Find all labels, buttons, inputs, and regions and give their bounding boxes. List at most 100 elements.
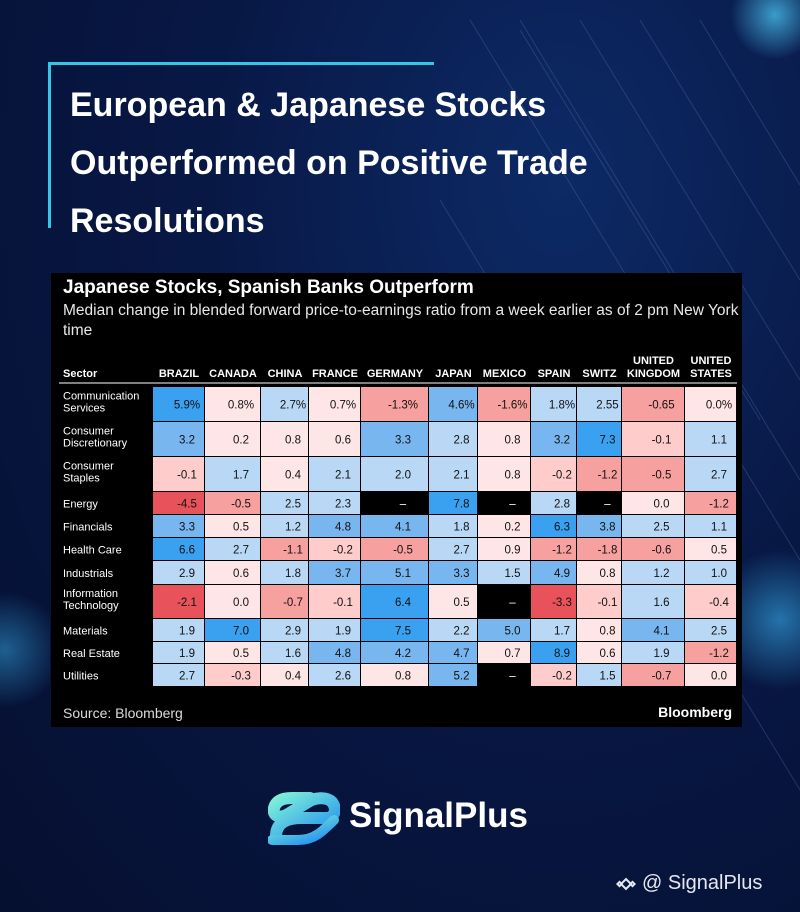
heatmap-cell [429, 561, 477, 584]
row-label: Financials [63, 522, 113, 534]
heatmap-cell [685, 492, 736, 514]
heatmap-cell [205, 585, 260, 618]
heatmap-cell [261, 457, 308, 491]
heatmap-cell [205, 422, 260, 456]
cell-value: – [604, 499, 611, 511]
cell-value: 0.0 [711, 671, 727, 683]
cell-value: 4.1 [395, 522, 411, 534]
decorative-glow-left [0, 580, 50, 720]
heatmap-cell [577, 619, 621, 641]
heatmap-cell [622, 457, 684, 491]
heatmap-cell [531, 492, 576, 514]
heatmap-cell [153, 585, 204, 618]
heatmap-cell [685, 538, 736, 560]
cell-value: 0.5 [233, 522, 249, 534]
cell-value: 0.8 [505, 470, 521, 482]
heatmap-cell [205, 642, 260, 663]
cell-value: – [509, 671, 516, 683]
headline: European & Japanese Stocks Outperformed … [70, 76, 760, 250]
heatmap-cell [531, 664, 576, 686]
cell-value: -0.1 [333, 597, 353, 609]
heatmap-cell [478, 422, 530, 456]
row-label: Consumer [63, 426, 114, 438]
heatmap-cell [622, 515, 684, 537]
cell-value: 0.5 [454, 597, 470, 609]
cell-value: -1.2 [552, 545, 572, 557]
cell-value: 4.2 [395, 648, 411, 660]
heatmap-cell [205, 538, 260, 560]
cell-value: 0.8 [395, 671, 411, 683]
heatmap-cell [309, 561, 360, 584]
cell-value: 0.8 [600, 568, 616, 580]
cell-value: -1.6% [497, 400, 527, 412]
heatmap-cell [153, 538, 204, 560]
cell-value: 1.8% [549, 400, 575, 412]
row-label: Utilities [63, 671, 99, 683]
heatmap-cell [577, 422, 621, 456]
signalplus-logo-text: SignalPlus [349, 796, 528, 835]
heatmap-cell [153, 457, 204, 491]
cell-value: -0.6 [652, 545, 672, 557]
cell-value: -1.2 [598, 470, 618, 482]
cell-value: 2.5 [654, 522, 670, 534]
heatmap-cell [685, 619, 736, 641]
cell-value: 2.8 [454, 435, 470, 447]
heatmap-cell [153, 422, 204, 456]
heatmap-cell [153, 642, 204, 663]
cell-value: -0.2 [552, 671, 572, 683]
heatmap-cell [429, 422, 477, 456]
cell-value: 2.7 [711, 470, 727, 482]
cell-value: 1.8 [285, 568, 301, 580]
row-label: Energy [63, 499, 98, 511]
row-label: Health Care [63, 545, 122, 557]
heatmap-cell [685, 457, 736, 491]
row-label: Materials [63, 626, 108, 638]
cell-value: 7.0 [233, 626, 249, 638]
heatmap-table: Sector BRAZIL CANADA CHINA FRANCE GERMANY JAPA… [59, 355, 737, 686]
cell-value: -0.1 [598, 597, 618, 609]
cell-value: -0.2 [552, 470, 572, 482]
heatmap-cell [429, 619, 477, 641]
heatmap-cell [531, 561, 576, 584]
cell-value: 4.6% [448, 400, 474, 412]
cell-value: -1.2 [709, 648, 729, 660]
cell-value: 1.9 [335, 626, 351, 638]
heatmap-cell [361, 515, 428, 537]
heatmap-cell [577, 515, 621, 537]
cell-value: -0.5 [652, 470, 672, 482]
heatmap-cell [478, 561, 530, 584]
cell-value: 3.3 [395, 435, 411, 447]
heatmap-cell [429, 664, 477, 686]
cell-value: 4.9 [554, 568, 570, 580]
headline-line-2: Outperformed on Positive Trade [70, 144, 588, 182]
heatmap-cell [261, 515, 308, 537]
heatmap-cell [685, 422, 736, 456]
heatmap-cell [309, 538, 360, 560]
chart-title: Japanese Stocks, Spanish Banks Outperfor… [63, 277, 474, 298]
cell-value: 2.2 [454, 626, 470, 638]
cell-value: 5.2 [454, 671, 470, 683]
heatmap-cell [429, 387, 477, 421]
heatmap-cell [361, 561, 428, 584]
cell-value: 4.8 [335, 522, 351, 534]
row-label: Staples [63, 473, 100, 485]
heatmap-cell [309, 457, 360, 491]
cell-value: -0.2 [333, 545, 353, 557]
cell-value: 2.7 [233, 545, 249, 557]
cell-value: 1.5 [505, 568, 521, 580]
cell-value: 1.2 [654, 568, 670, 580]
heatmap-cell [309, 492, 360, 514]
heatmap-cell [261, 387, 308, 421]
heatmap-cell [577, 538, 621, 560]
signalplus-logo-icon [268, 792, 340, 845]
heatmap-cell [429, 585, 477, 618]
heatmap-cell [478, 585, 530, 618]
cell-value: -3.3 [552, 597, 572, 609]
cell-value: 4.7 [454, 648, 470, 660]
heatmap-cell [361, 422, 428, 456]
row-label: Services [63, 403, 106, 415]
cell-value: 1.9 [179, 626, 195, 638]
row-label: Discretionary [63, 438, 128, 450]
cell-value: 2.9 [179, 568, 195, 580]
column-header-china: CHINA [268, 368, 303, 380]
